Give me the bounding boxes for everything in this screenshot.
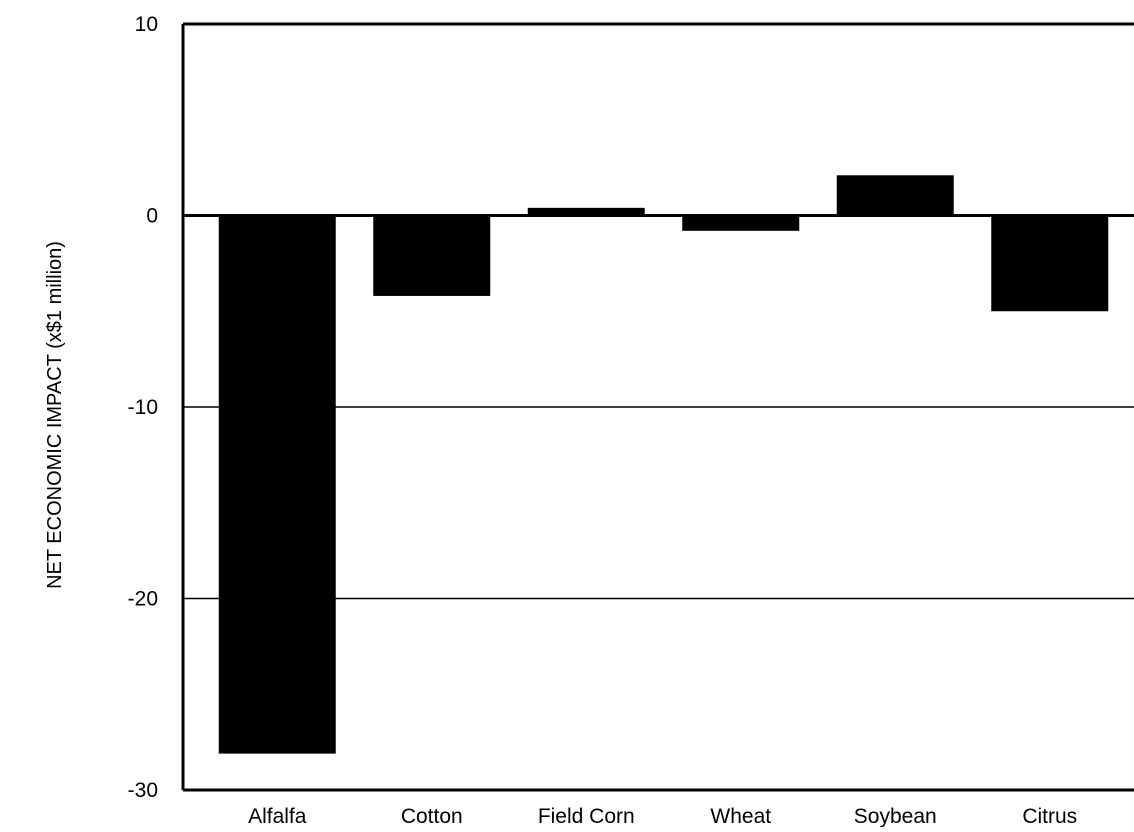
y-tick-label: -10 xyxy=(128,396,158,419)
x-category-label: Citrus xyxy=(1022,805,1077,827)
bar-citrus xyxy=(991,215,1109,312)
category-labels: Alfalfa Cotton Field Corn Wheat Soybean Citru… xyxy=(248,805,1077,828)
bar-alfalfa xyxy=(218,215,336,754)
plot-frame xyxy=(181,22,1134,792)
y-axis-title: NET ECONOMIC IMPACT (x$1 million) xyxy=(44,241,66,589)
y-tick-label: 0 xyxy=(146,205,158,228)
x-category-label: Cotton xyxy=(401,805,463,827)
x-category-label: Field Corn xyxy=(538,805,635,827)
bar-field-corn xyxy=(527,207,645,216)
y-tick-labels: 10 0 -10 -20 -30 xyxy=(128,13,158,802)
y-tick-label: -30 xyxy=(128,779,158,802)
bar-cotton xyxy=(373,215,491,296)
bar-wheat xyxy=(682,215,800,231)
x-category-label: Alfalfa xyxy=(248,805,307,827)
bar-soybean xyxy=(836,175,954,216)
x-category-label: Soybean xyxy=(854,805,937,827)
bars xyxy=(218,175,1109,754)
y-tick-label: -20 xyxy=(128,588,158,611)
y-tick-label: 10 xyxy=(135,13,158,36)
x-category-label: Wheat xyxy=(710,805,771,827)
